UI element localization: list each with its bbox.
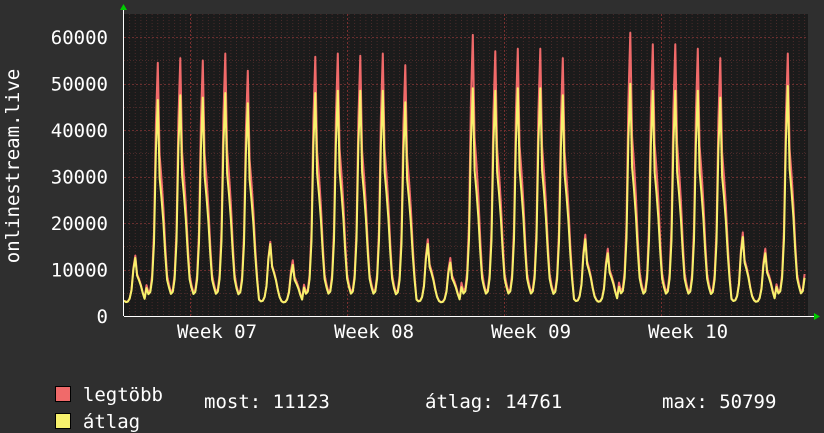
legend-avg-label: átlag <box>82 411 141 433</box>
y-tick-label: 60000 <box>51 27 108 49</box>
legend-max-swatch <box>54 386 71 402</box>
x-tick-label: Week 08 <box>334 321 414 343</box>
y-tick-label: 0 <box>97 306 108 328</box>
y-axis-arrow <box>120 4 127 10</box>
legend-avg: átlag <box>32 392 140 432</box>
legend-avg-swatch <box>54 413 71 429</box>
x-ticks: Week 07 Week 08 Week 09 Week 10 <box>177 321 728 343</box>
stat-max: max: 50799 <box>662 391 777 413</box>
axes <box>120 4 820 320</box>
legend-max-label: legtöbb <box>82 384 163 406</box>
stat-atlag: átlag: 14761 <box>425 391 563 413</box>
grid <box>124 14 808 316</box>
y-axis-label: onlinestream.live <box>2 69 24 263</box>
stat-most: most: 11123 <box>204 391 330 413</box>
x-tick-label: Week 09 <box>491 321 571 343</box>
series-area <box>123 31 806 304</box>
y-tick-label: 20000 <box>51 213 108 235</box>
x-tick-label: Week 07 <box>177 321 257 343</box>
x-axis-arrow <box>814 313 820 320</box>
y-tick-label: 40000 <box>51 120 108 142</box>
y-tick-label: 10000 <box>51 260 108 282</box>
series-line-1 <box>123 82 806 304</box>
y-tick-label: 30000 <box>51 167 108 189</box>
legend-max: legtöbb <box>32 365 163 405</box>
plot-background <box>124 14 808 316</box>
x-tick-label: Week 10 <box>648 321 728 343</box>
y-ticks: 0 10000 20000 30000 40000 50000 60000 <box>51 27 108 328</box>
y-tick-label: 50000 <box>51 74 108 96</box>
